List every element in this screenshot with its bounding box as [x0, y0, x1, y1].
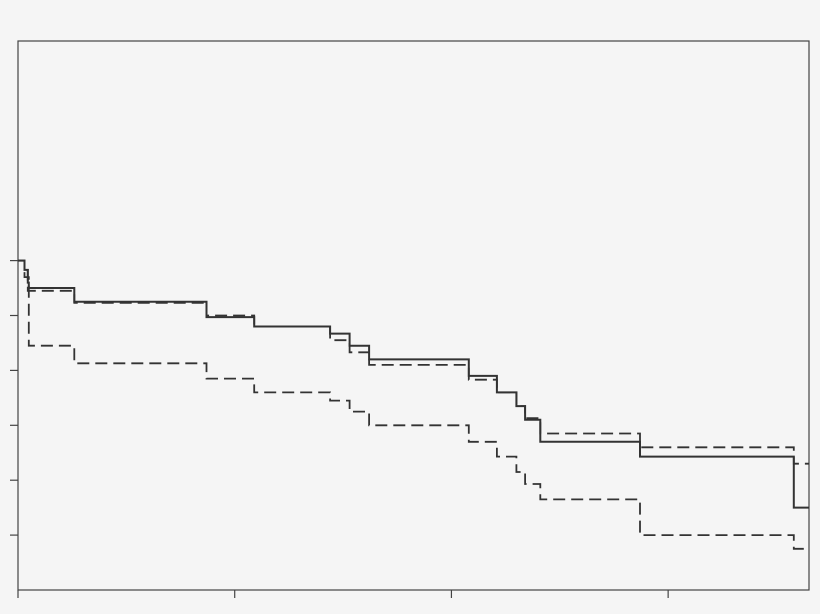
axes-layer	[10, 260, 669, 598]
ci-curve-2	[18, 259, 809, 550]
series-layer	[18, 259, 809, 550]
ci-curve-1	[18, 259, 809, 465]
